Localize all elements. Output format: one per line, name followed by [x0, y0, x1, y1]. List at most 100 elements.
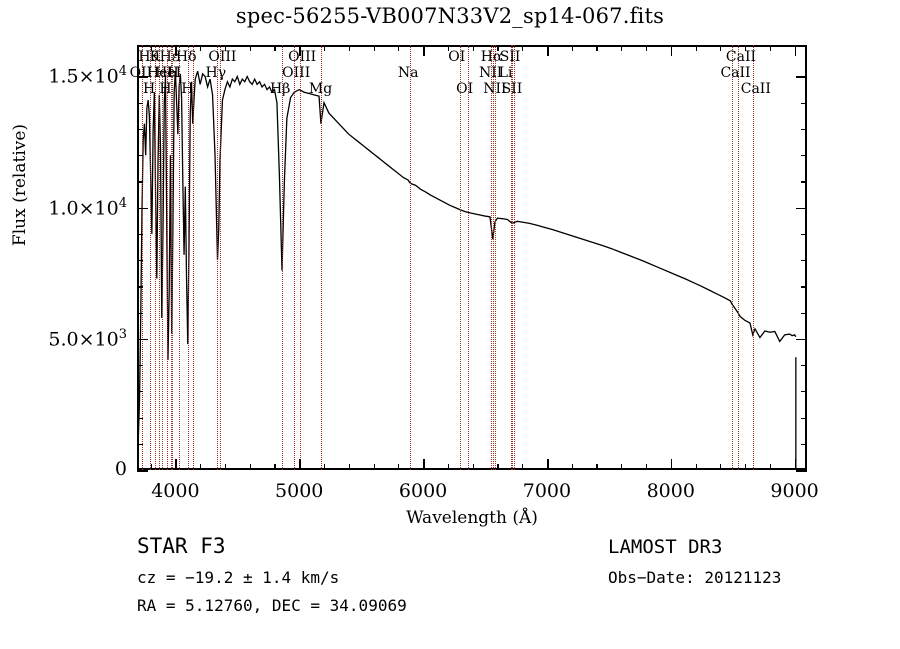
- flux-trace: [137, 71, 797, 442]
- line-marker: [178, 45, 180, 470]
- tick-mark: [472, 464, 474, 470]
- metadata-footer: STAR F3 cz = −19.2 ± 1.4 km/s RA = 5.127…: [0, 528, 900, 648]
- line-label: Hθ: [138, 49, 160, 65]
- tick-mark: [423, 459, 425, 470]
- tick-mark: [646, 464, 648, 470]
- tick-mark: [373, 45, 375, 51]
- line-label: Hγ: [205, 65, 227, 81]
- tick-mark: [249, 45, 251, 51]
- line-label: HeI: [155, 65, 182, 81]
- tick-mark: [398, 45, 400, 51]
- tick-mark: [796, 76, 807, 79]
- tick-mark: [224, 45, 227, 51]
- y-tick-label: 5.0×10: [48, 328, 119, 351]
- tick-mark: [670, 45, 673, 56]
- tick-mark: [472, 45, 474, 51]
- tick-mark: [695, 45, 697, 51]
- tick-mark: [348, 45, 350, 51]
- line-label: OI: [448, 49, 466, 65]
- survey-name: LAMOST DR3: [608, 536, 723, 558]
- y-tick-label-group: 5.0×103: [27, 327, 127, 350]
- tick-mark: [137, 391, 143, 393]
- tick-mark: [137, 470, 148, 472]
- object-class: STAR F3: [137, 534, 226, 558]
- line-label: SII: [501, 81, 523, 97]
- tick-mark: [224, 464, 227, 470]
- line-marker: [752, 45, 754, 470]
- tick-mark: [794, 459, 797, 470]
- tick-mark: [801, 155, 807, 157]
- x-tick-label: 6000: [398, 480, 448, 502]
- page-title: spec-56255-VB007N33V2_sp14-067.fits: [235, 4, 665, 28]
- tick-mark: [137, 443, 143, 445]
- line-label: NII: [483, 81, 507, 97]
- line-marker: [492, 45, 494, 470]
- y-tick-label: 1.0×10: [48, 196, 119, 219]
- tick-mark: [137, 338, 148, 341]
- tick-mark: [801, 286, 807, 288]
- line-marker: [154, 45, 156, 470]
- tick-mark: [801, 102, 807, 104]
- tick-mark: [274, 45, 276, 51]
- tick-mark: [398, 464, 400, 470]
- spectrum-curve: [137, 71, 797, 470]
- line-marker: [167, 45, 169, 470]
- redshift-velocity: cz = −19.2 ± 1.4 km/s: [137, 568, 340, 587]
- tick-mark: [447, 464, 450, 470]
- line-label: SII: [499, 49, 521, 65]
- tick-mark: [299, 45, 301, 56]
- x-tick-label: 5000: [275, 480, 324, 502]
- tick-mark: [137, 102, 143, 104]
- line-label: Hε: [159, 49, 180, 65]
- tick-mark: [596, 464, 598, 470]
- tick-mark: [137, 233, 143, 236]
- tick-mark: [745, 45, 747, 51]
- line-label: Li: [498, 65, 513, 81]
- tick-mark: [796, 470, 807, 472]
- tick-mark: [801, 233, 807, 236]
- tick-mark: [137, 312, 143, 314]
- tick-mark: [497, 45, 499, 51]
- line-label: K: [149, 49, 161, 65]
- tick-mark: [801, 391, 807, 393]
- tick-mark: [745, 464, 747, 470]
- tick-mark: [546, 459, 549, 470]
- tick-mark: [274, 464, 276, 470]
- line-marker: [193, 45, 195, 470]
- line-label: NII: [478, 65, 503, 81]
- line-marker: [732, 45, 734, 470]
- tick-mark: [137, 417, 143, 419]
- line-label: CaII: [740, 81, 771, 97]
- tick-mark: [150, 45, 152, 51]
- line-marker: [513, 45, 515, 470]
- tick-mark: [801, 312, 807, 314]
- line-marker: [737, 45, 739, 470]
- tick-mark: [200, 45, 202, 51]
- tick-mark: [769, 464, 772, 470]
- tick-mark: [299, 459, 301, 470]
- x-tick-label: 9000: [770, 480, 819, 502]
- line-marker: [510, 45, 512, 470]
- tick-mark: [646, 45, 648, 51]
- line-marker: [159, 45, 161, 470]
- coordinates: RA = 5.12760, DEC = 34.09069: [137, 596, 407, 615]
- line-label: H: [166, 65, 179, 81]
- line-label: OIII: [208, 49, 237, 65]
- line-marker: [490, 45, 492, 470]
- tick-mark: [621, 45, 623, 51]
- line-label: HeI: [147, 65, 174, 81]
- line-label: Hβ: [270, 81, 291, 97]
- tick-mark: [801, 365, 807, 367]
- line-marker: [187, 45, 189, 470]
- line-label: OIII: [288, 49, 317, 65]
- tick-mark: [596, 45, 598, 51]
- tick-mark: [801, 181, 807, 183]
- tick-mark: [137, 286, 143, 288]
- y-tick-label-group: 0: [27, 458, 127, 480]
- x-tick-label: 4000: [151, 480, 200, 502]
- tick-mark: [324, 45, 326, 51]
- line-marker: [468, 45, 470, 470]
- tick-mark: [796, 207, 807, 210]
- line-marker: [217, 45, 219, 470]
